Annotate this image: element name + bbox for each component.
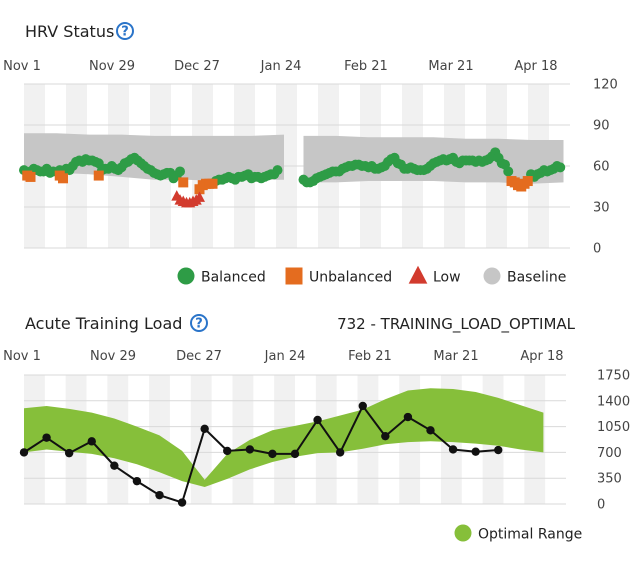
atl-optimal-range-area <box>24 388 544 487</box>
hrv-x-tick-label: Nov 1 <box>3 59 41 74</box>
atl-load-point <box>87 437 96 446</box>
hrv-baseline-segment <box>24 133 284 181</box>
atl-help-icon[interactable]: ? <box>190 314 208 332</box>
atl-y-tick-label: 0 <box>597 498 605 513</box>
atl-y-tick-label: 350 <box>597 472 622 487</box>
atl-x-tick-label: Jan 24 <box>264 349 306 364</box>
atl-x-tick-label: Mar 21 <box>433 349 478 364</box>
hrv-legend-marker-unbalanced <box>285 267 303 285</box>
atl-load-point <box>19 448 29 457</box>
atl-load-point <box>110 461 119 470</box>
hrv-point-unbalanced <box>25 171 36 182</box>
svg-text:?: ? <box>121 25 129 40</box>
hrv-y-tick-label: 60 <box>593 160 610 175</box>
hrv-x-tick-label: Mar 21 <box>428 59 473 74</box>
atl-load-point <box>223 446 232 456</box>
atl-y-tick-label: 700 <box>597 446 622 461</box>
hrv-legend-label-baseline: Baseline <box>507 270 566 286</box>
hrv-y-tick-label: 120 <box>593 78 618 93</box>
atl-load-point <box>471 447 480 456</box>
hrv-point-unbalanced <box>178 177 189 188</box>
hrv-point-unbalanced <box>93 170 104 181</box>
hrv-point-unbalanced <box>58 173 68 184</box>
hrv-y-tick-label: 0 <box>593 242 601 257</box>
hrv-data-points <box>19 147 566 208</box>
hrv-x-tick-label: Feb 21 <box>344 59 388 74</box>
hrv-legend-label-balanced: Balanced <box>201 270 266 286</box>
hrv-legend-label-unbalanced: Unbalanced <box>309 270 392 286</box>
hrv-legend: Balanced Unbalanced Low Baseline <box>177 265 566 286</box>
hrv-x-tick-label: Jan 24 <box>260 59 302 74</box>
atl-load-point <box>132 476 142 486</box>
atl-load-series-line <box>23 404 499 504</box>
atl-load-point <box>200 424 209 434</box>
atl-load-point <box>64 448 74 458</box>
atl-load-point <box>177 498 187 507</box>
hrv-point-unbalanced <box>207 178 218 189</box>
atl-load-point <box>426 426 435 435</box>
atl-legend-label-optimal: Optimal Range <box>478 527 582 543</box>
atl-x-tick-label: Feb 21 <box>348 349 392 364</box>
hrv-x-tick-label: Nov 29 <box>89 59 135 74</box>
atl-y-tick-label: 1400 <box>597 394 630 409</box>
atl-load-point <box>494 445 503 455</box>
hrv-x-tick-label: Apr 18 <box>514 59 557 74</box>
atl-load-point <box>42 433 51 442</box>
atl-legend-marker-optimal <box>454 524 472 542</box>
atl-load-point <box>290 449 300 459</box>
hrv-help-icon[interactable]: ? <box>116 22 134 40</box>
atl-x-tick-label: Nov 1 <box>3 349 41 364</box>
hrv-y-tick-label: 30 <box>593 201 610 216</box>
atl-load-point <box>403 412 413 422</box>
atl-x-tick-label: Dec 27 <box>176 349 222 364</box>
hrv-x-tick-label: Dec 27 <box>174 59 220 74</box>
atl-stripe <box>232 375 254 504</box>
atl-optimal-range <box>24 388 544 487</box>
atl-x-tick-label: Apr 18 <box>520 349 563 364</box>
hrv-legend-marker-balanced <box>177 267 195 285</box>
hrv-point-unbalanced <box>522 176 533 187</box>
hrv-legend-marker-baseline <box>483 267 501 285</box>
hrv-y-axis: 0 30 60 90 120 <box>593 78 618 257</box>
atl-load-point <box>448 445 458 454</box>
atl-x-tick-label: Nov 29 <box>90 349 136 364</box>
hrv-point-balanced <box>175 166 185 177</box>
hrv-point-balanced <box>555 162 566 173</box>
hrv-title: HRV Status <box>25 22 114 41</box>
atl-legend: Optimal Range <box>454 524 582 543</box>
atl-x-axis: Nov 1 Nov 29 Dec 27 Jan 24 Feb 21 Mar 21 Apr 1… <box>3 349 563 364</box>
atl-load-point <box>313 415 322 425</box>
atl-y-tick-label: 1050 <box>597 420 630 435</box>
hrv-point-balanced <box>272 165 283 176</box>
atl-load-line <box>23 404 499 504</box>
svg-text:?: ? <box>195 317 203 332</box>
atl-load-point <box>155 490 164 500</box>
atl-load-point <box>335 448 345 457</box>
atl-load-point <box>268 449 277 459</box>
hrv-legend-marker-low <box>408 265 428 284</box>
atl-load-points <box>19 401 503 507</box>
hrv-legend-label-low: Low <box>433 270 461 286</box>
atl-y-axis: 0 350 700 1050 1400 1750 <box>597 369 630 513</box>
atl-title: Acute Training Load <box>25 314 182 333</box>
atl-load-point <box>358 401 367 411</box>
hrv-y-tick-label: 90 <box>593 119 610 134</box>
atl-load-point <box>381 431 390 441</box>
atl-status-text: 732 - TRAINING_LOAD_OPTIMAL <box>337 315 576 334</box>
atl-load-point <box>245 445 255 454</box>
hrv-point-balanced <box>503 166 514 177</box>
hrv-point-low <box>194 191 205 202</box>
hrv-x-axis: Nov 1 Nov 29 Dec 27 Jan 24 Feb 21 Mar 21 Apr 1… <box>3 59 557 74</box>
atl-y-tick-label: 1750 <box>597 369 630 384</box>
